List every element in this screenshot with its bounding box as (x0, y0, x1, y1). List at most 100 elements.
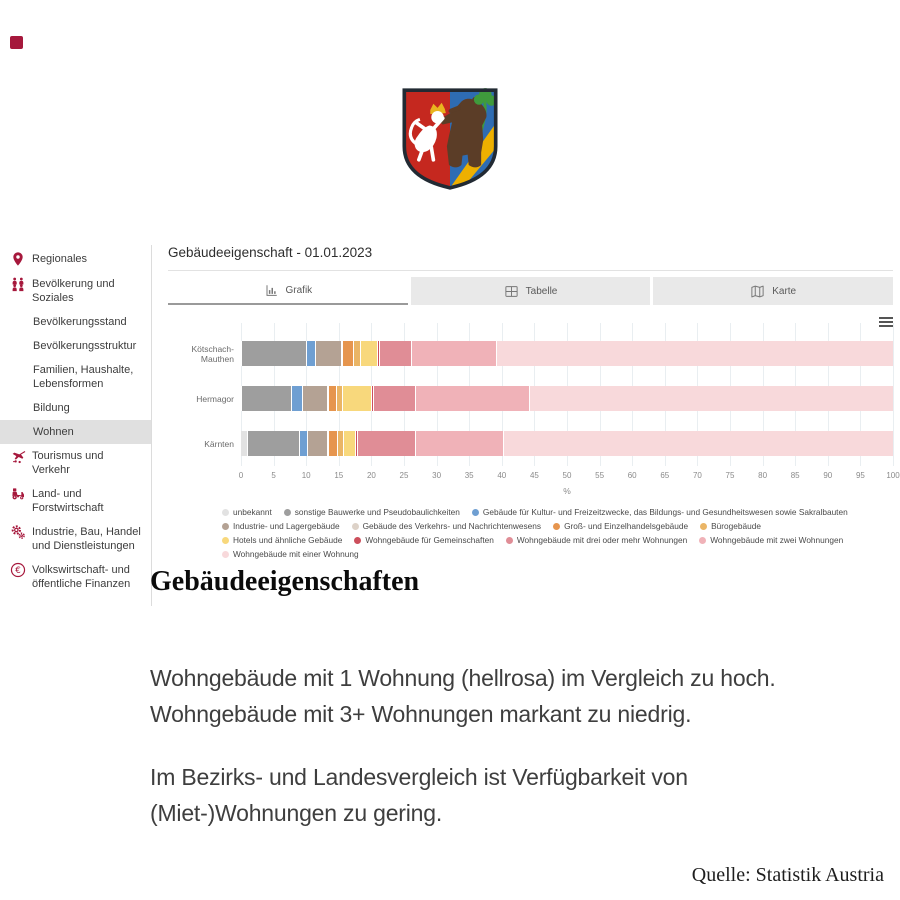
bar-segment[interactable] (315, 341, 342, 366)
legend-label: Wohngebäude mit zwei Wohnungen (710, 535, 844, 545)
bar-segment[interactable] (327, 431, 329, 456)
sidebar-item-bev-lkerungsstruktur[interactable]: Bevölkerungsstruktur (0, 334, 151, 358)
bar-segment[interactable] (302, 386, 329, 411)
x-tick-label: 20 (366, 471, 376, 480)
x-axis-ticks: 0 5 10 15 20 25 30 35 40 45 50 55 60 65 70 75 80 85 90 95 10… (238, 471, 900, 482)
sidebar-item-familien-haushalte-lebensformen[interactable]: Familien, Haushalte, Lebensformen (0, 358, 151, 396)
x-tick-label: 100 (886, 471, 900, 480)
bar-segment[interactable] (241, 341, 242, 366)
sidebar-item-label: Bevölkerungsstand (33, 316, 127, 328)
sidebar-item-label: Volkswirtschaft- und öffentliche Finanze… (32, 564, 131, 590)
svg-text:€: € (15, 566, 21, 576)
tab-bar: Grafik Tabelle Karte (168, 277, 894, 305)
sidebar-item-regionales[interactable]: Regionales (0, 247, 151, 272)
bar-segment[interactable] (337, 386, 343, 411)
chart-menu-hamburger-icon[interactable] (879, 315, 893, 329)
x-tick-label: 25 (399, 471, 409, 480)
x-tick-label: 0 (238, 471, 244, 480)
tab-tabelle[interactable]: Tabelle (410, 277, 651, 305)
x-tick-label: 80 (758, 471, 768, 480)
sidebar-item-volkswirtschaft-und-ffentliche-finanzen[interactable]: € Volkswirtschaft- und öffentliche Finanz… (0, 558, 151, 596)
bar-segment[interactable] (371, 386, 375, 411)
legend-item[interactable]: Gebäude für Kultur- und Freizeitzwecke, … (471, 507, 848, 517)
legend-label: Wohngebäude für Gemeinschaften (365, 535, 494, 545)
sidebar-item-tourismus-und-verkehr[interactable]: Tourismus und Verkehr (0, 444, 151, 482)
bar-segment[interactable] (496, 341, 893, 366)
bar-segment[interactable] (307, 341, 316, 366)
legend-item[interactable]: sonstige Bauwerke und Pseudobaulichkeite… (283, 507, 460, 517)
legend-item[interactable]: Industrie- und Lagergebäude (222, 521, 340, 531)
bar-segment[interactable] (292, 386, 303, 411)
x-tick-label: 50 (562, 471, 572, 480)
sidebar-item-label: Regionales (32, 253, 88, 265)
sidebar-item-label: Industrie, Bau, Handel und Dienstleistun… (32, 526, 141, 552)
x-tick-label: 90 (823, 471, 833, 480)
legend-dot (351, 522, 359, 530)
chart-bar-row: Kötschach-Mauthen (168, 331, 893, 376)
bar-segment[interactable] (356, 431, 359, 456)
bar-segment[interactable] (329, 386, 338, 411)
tab-karte[interactable]: Karte (653, 277, 894, 305)
bar-segment[interactable] (343, 431, 357, 456)
sidebar-item-industrie-bau-handel-und-dienstleistungen[interactable]: Industrie, Bau, Handel und Dienstleistun… (0, 520, 151, 558)
bar-segment[interactable] (328, 386, 330, 411)
sidebar-item-label: Tourismus und Verkehr (32, 450, 104, 476)
x-tick-label: 45 (529, 471, 539, 480)
sidebar-item-bev-lkerungsstand[interactable]: Bevölkerungsstand (0, 310, 151, 334)
chart-legend: unbekannt sonstige Bauwerke und Pseudobau… (222, 507, 888, 559)
legend-item[interactable]: Hotels und ähnliche Gebäude (222, 535, 342, 545)
legend-dot (553, 522, 561, 530)
x-tick-label: 65 (660, 471, 670, 480)
bar-segment[interactable] (299, 431, 309, 456)
bar-segment[interactable] (242, 386, 293, 411)
euro-icon: € (10, 562, 26, 578)
bar-segment[interactable] (354, 341, 361, 366)
bar-segment[interactable] (358, 431, 417, 456)
tab-label: Tabelle (525, 285, 558, 297)
sidebar-item-wohnen[interactable]: Wohnen (0, 420, 151, 444)
legend-item[interactable]: Groß- und Einzelhandelsgebäude (553, 521, 688, 531)
bar-segment[interactable] (338, 431, 344, 456)
legend-label: Industrie- und Lagergebäude (233, 521, 340, 531)
gridline (893, 323, 894, 466)
x-tick-label: 70 (692, 471, 702, 480)
bar-segment[interactable] (341, 341, 343, 366)
bar-segment[interactable] (374, 386, 416, 411)
sidebar-item-label: Familien, Haushalte, Lebensformen (33, 364, 134, 390)
sidebar-item-bildung[interactable]: Bildung (0, 396, 151, 420)
legend-label: unbekannt (233, 507, 272, 517)
legend-item[interactable]: Wohngebäude mit drei oder mehr Wohnungen (505, 535, 687, 545)
legend-dot (699, 536, 707, 544)
legend-item[interactable]: Gebäude des Verkehrs- und Nachrichtenwes… (351, 521, 541, 531)
bar-segment[interactable] (411, 341, 497, 366)
notes-paragraph-1: Wohngebäude mit 1 Wohnung (hellrosa) im … (150, 665, 776, 727)
bar-segment[interactable] (342, 386, 372, 411)
bar-segment[interactable] (378, 341, 380, 366)
tab-grafik[interactable]: Grafik (168, 277, 408, 305)
legend-item[interactable]: Bürogebäude (700, 521, 761, 531)
category-label: Kärnten (204, 438, 234, 449)
legend-item[interactable]: Wohngebäude mit einer Wohnung (222, 549, 359, 559)
people-icon (10, 276, 26, 292)
x-tick-label: 85 (790, 471, 800, 480)
bar-segment[interactable] (530, 386, 893, 411)
bar-segment[interactable] (360, 341, 379, 366)
bar-segment[interactable] (241, 431, 248, 456)
bar-segment[interactable] (241, 386, 242, 411)
bar-segment[interactable] (308, 431, 328, 456)
bar-segment[interactable] (247, 431, 300, 456)
legend-item[interactable]: Wohngebäude für Gemeinschaften (354, 535, 494, 545)
legend-item[interactable]: Wohngebäude mit zwei Wohnungen (699, 535, 843, 545)
coat-of-arms (398, 84, 502, 192)
sidebar-item-land-und-forstwirtschaft[interactable]: Land- und Forstwirtschaft (0, 482, 151, 520)
bar-segment[interactable] (328, 431, 339, 456)
bar-segment[interactable] (342, 341, 355, 366)
bar-segment[interactable] (504, 431, 893, 456)
legend-item[interactable]: unbekannt (222, 507, 272, 517)
bar-segment[interactable] (416, 431, 505, 456)
bar-segment[interactable] (379, 341, 412, 366)
x-tick-label: 10 (301, 471, 311, 480)
bar-segment[interactable] (242, 341, 308, 366)
sidebar-item-bev-lkerung-und-soziales[interactable]: Bevölkerung und Soziales (0, 272, 151, 310)
bar-segment[interactable] (415, 386, 530, 411)
